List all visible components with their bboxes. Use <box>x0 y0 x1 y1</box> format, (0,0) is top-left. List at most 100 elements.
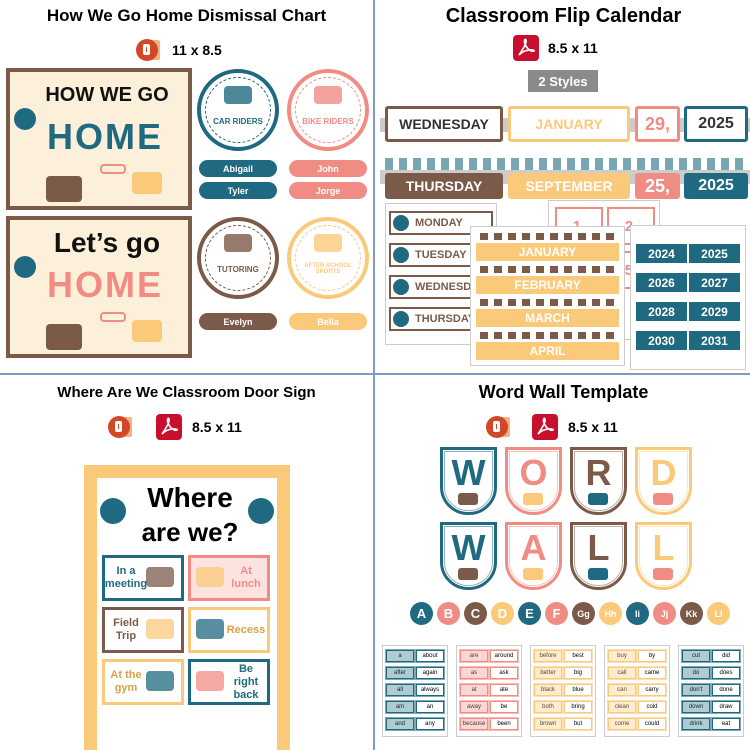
group-circle-inner <box>205 77 271 143</box>
pennant-inner <box>574 451 623 511</box>
sign-text: Field Trip <box>113 617 139 642</box>
sign-text: In a meeting <box>104 565 148 590</box>
section-title: Word Wall Template <box>478 381 649 402</box>
year-cell: 2031 <box>689 331 740 350</box>
pennant-inner <box>639 451 688 511</box>
word-cell: all <box>386 684 414 696</box>
size-label: 8.5 x 11 <box>192 419 242 435</box>
styles-badge: 2 Styles <box>528 70 598 92</box>
suitcase <box>46 324 82 350</box>
poster-home: HOME <box>47 116 163 157</box>
word-cell: call <box>608 667 636 679</box>
word-cell: as <box>460 667 488 679</box>
name-pill: Abigail <box>199 160 277 177</box>
suitcase <box>46 176 82 202</box>
alphabet-circle: B <box>437 602 460 625</box>
section-title: Classroom Flip Calendar <box>445 4 682 27</box>
sign-heading: Where <box>147 482 233 513</box>
word-cell: an <box>416 701 444 713</box>
word-cell: draw <box>712 701 740 713</box>
size-label: 11 x 8.5 <box>172 42 222 58</box>
name-pill: Bella <box>289 313 367 330</box>
poster-home: HOME <box>47 264 163 305</box>
sunglasses <box>100 312 126 322</box>
pennant-letter: D <box>650 452 677 493</box>
pdf-icon <box>156 414 182 440</box>
word-cell: at <box>460 684 488 696</box>
word-cell: carry <box>638 684 666 696</box>
sign-icon <box>146 671 174 691</box>
word-cell: before <box>534 650 562 662</box>
alphabet-circle: A <box>410 602 433 625</box>
globe <box>100 498 126 524</box>
calendar-card: 2025 <box>684 106 748 142</box>
sign-icon <box>196 619 224 639</box>
year-cell: 2027 <box>689 273 740 292</box>
calendar-card: 25, <box>635 173 680 199</box>
calendar-card: THURSDAY <box>385 173 503 199</box>
sign-heading: are we? <box>141 516 239 547</box>
group-label: AFTER SCHOOL SPORTS <box>304 263 352 275</box>
alphabet-circle: Jj <box>653 602 676 625</box>
word-cell: ate <box>490 684 518 696</box>
word-cell: done <box>712 684 740 696</box>
size-label: 8.5 x 11 <box>568 419 618 435</box>
sunglasses <box>100 164 126 174</box>
word-cell: drink <box>682 718 710 730</box>
calendar-card: WEDNESDAY <box>385 106 503 142</box>
pennant-inner <box>509 526 558 586</box>
word-cell: better <box>534 667 562 679</box>
group-icon <box>314 86 342 104</box>
month-row: FEBRUARY <box>476 276 619 294</box>
sign-icon <box>146 567 174 587</box>
pennant-letter: L <box>652 527 675 568</box>
name-pill: John <box>289 160 367 177</box>
divider <box>0 373 750 375</box>
powerpoint-icon <box>136 39 158 61</box>
group-label: TUTORING <box>217 264 259 274</box>
word-cell: ask <box>490 667 518 679</box>
word-cell: and <box>386 718 414 730</box>
word-cell: black <box>534 684 562 696</box>
year-cell: 2029 <box>689 302 740 321</box>
alphabet-circle: E <box>518 602 541 625</box>
icon-strip <box>480 266 615 273</box>
icon-glyph <box>115 421 122 432</box>
group-circle-inner <box>295 225 361 291</box>
pennant-letter: A <box>520 527 547 568</box>
word-cell: best <box>564 650 592 662</box>
globe <box>393 215 409 231</box>
word-cell: by <box>638 650 666 662</box>
month-row: APRIL <box>476 342 619 360</box>
calendar-card: 29, <box>635 106 680 142</box>
pdf-icon <box>532 414 558 440</box>
alphabet-circle: C <box>464 602 487 625</box>
pennant-inner <box>574 526 623 586</box>
pennant-icon <box>458 493 478 505</box>
year-cell: 2024 <box>636 244 687 263</box>
group-icon <box>314 234 342 252</box>
sign-text: Be right back <box>233 662 259 701</box>
globe <box>14 108 36 130</box>
alphabet-circle: Ll <box>707 602 730 625</box>
group-label: BIKE RIDERS <box>302 116 354 126</box>
group-icon <box>224 234 252 252</box>
camera <box>132 172 162 194</box>
word-cell: again <box>416 667 444 679</box>
sign-text: Recess <box>226 623 266 636</box>
word-cell: bring <box>564 701 592 713</box>
word-cell: buy <box>608 650 636 662</box>
word-cell: because <box>460 718 488 730</box>
calendar-card: 2025 <box>684 173 748 199</box>
pdf-glyph <box>518 38 535 56</box>
pennant-inner <box>639 526 688 586</box>
pennant-icon <box>653 568 673 580</box>
globe <box>393 311 409 327</box>
word-cell: brown <box>534 718 562 730</box>
poster-line: Let’s go <box>53 227 161 258</box>
pennant-inner <box>444 526 493 586</box>
icon-glyph <box>143 44 150 55</box>
section-title: How We Go Home Dismissal Chart <box>46 6 327 25</box>
word-cell: both <box>534 701 562 713</box>
